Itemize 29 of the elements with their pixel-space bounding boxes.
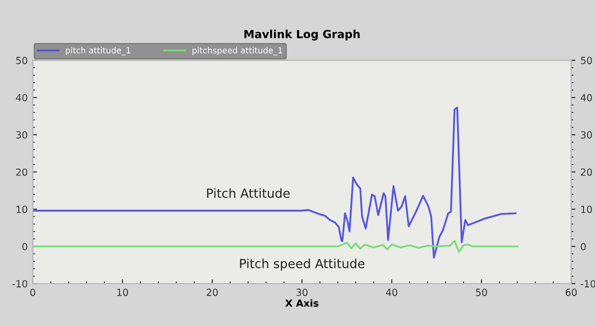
legend-label: pitchspeed attitude_1 [192, 47, 282, 56]
y2-tick-label: 40 [580, 94, 592, 102]
y2-tick-label: -10 [580, 280, 595, 288]
y2-tick-label: 10 [581, 206, 592, 214]
y-tick-label: 0 [22, 242, 28, 250]
y-tick-label: -10 [12, 280, 28, 288]
y-tick-label: 10 [16, 206, 28, 214]
x-tick-label: 10 [117, 288, 128, 296]
x-tick-label: 0 [30, 288, 36, 296]
x-axis-title: X Axis [285, 299, 318, 307]
annotation: Pitch speed Attitude [240, 258, 364, 271]
chart-title: Mavlink Log Graph [244, 30, 360, 40]
y-tick-label: 20 [16, 168, 28, 176]
annotation: Pitch Attitude [207, 188, 290, 198]
y-tick-label: 50 [16, 56, 28, 64]
x-tick-label: 60 [566, 288, 577, 296]
y-tick-label: 30 [16, 131, 28, 139]
y2-tick-label: 20 [580, 168, 592, 176]
x-tick-label: 40 [386, 288, 398, 296]
y2-tick-label: 30 [580, 131, 592, 139]
x-tick-label: 30 [296, 288, 308, 296]
y2-tick-label: 50 [580, 56, 592, 64]
y2-tick-label: 0 [580, 242, 586, 250]
y-tick-label: 40 [16, 94, 28, 102]
line-series [32, 106, 516, 258]
x-tick-label: 20 [206, 288, 218, 296]
x-tick-label: 50 [476, 288, 487, 296]
legend-label: pitch attitude_1 [66, 47, 130, 56]
line-series [32, 240, 518, 253]
